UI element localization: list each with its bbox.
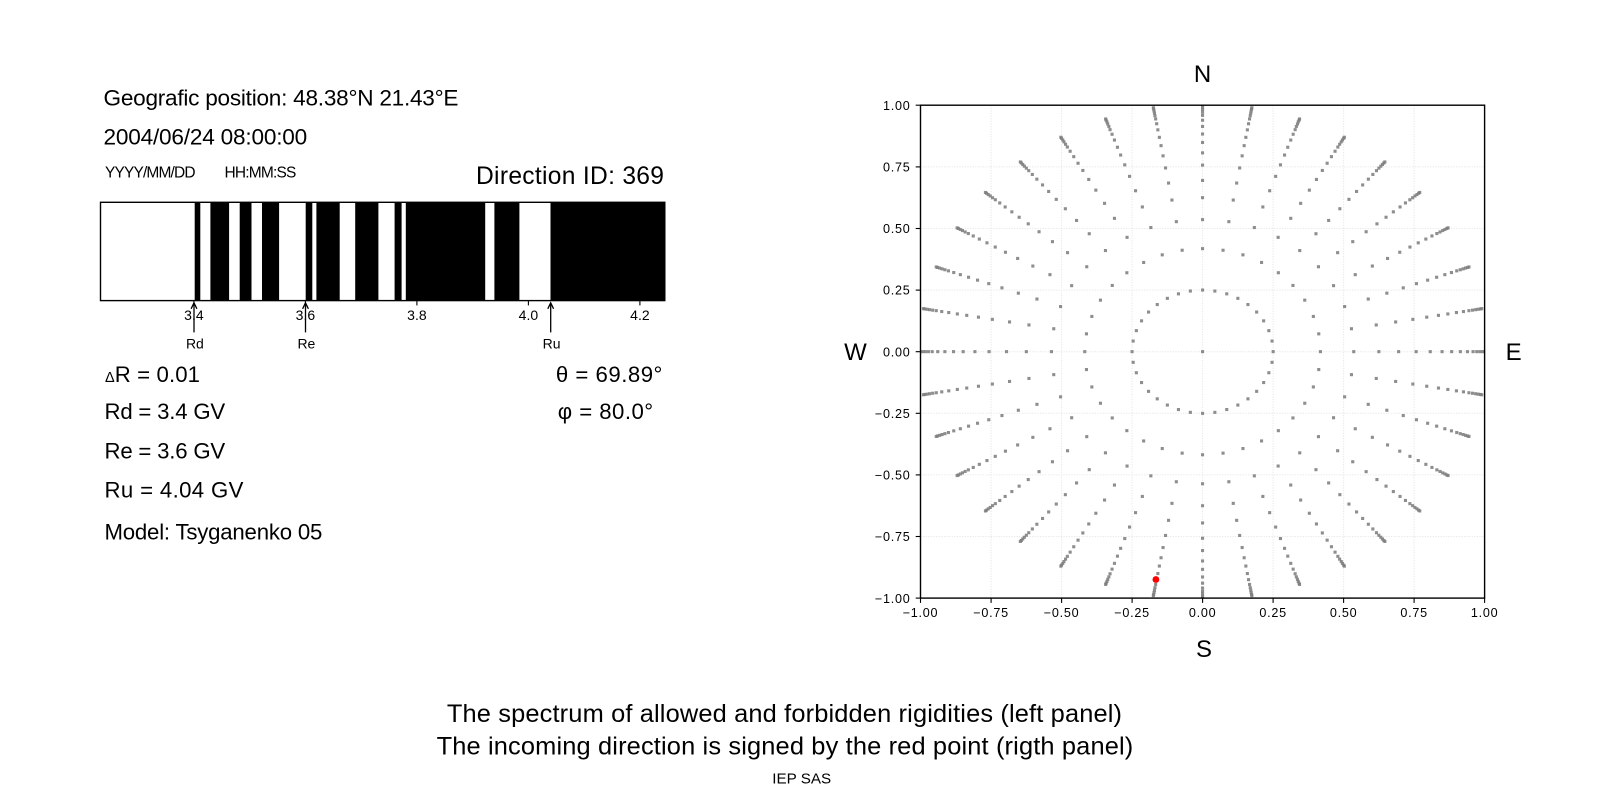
- svg-text:0.25: 0.25: [883, 284, 911, 298]
- svg-text:0.75: 0.75: [1400, 606, 1428, 620]
- svg-text:0.00: 0.00: [1189, 606, 1217, 620]
- svg-text:Rd: Rd: [186, 336, 204, 352]
- svg-text:N: N: [1194, 61, 1211, 88]
- svg-text:S: S: [1196, 636, 1212, 663]
- svg-text:3.8: 3.8: [407, 307, 427, 323]
- svg-text:0.50: 0.50: [883, 222, 911, 236]
- svg-text:−0.50: −0.50: [875, 469, 911, 483]
- svg-text:Geografic position: 48.38°N 21: Geografic position: 48.38°N 21.43°E: [104, 86, 459, 111]
- svg-text:−0.75: −0.75: [875, 530, 911, 544]
- svg-text:4.0: 4.0: [519, 307, 539, 323]
- svg-text:Direction ID: 369: Direction ID: 369: [476, 163, 664, 190]
- svg-text:The spectrum of allowed and fo: The spectrum of allowed and forbidden ri…: [447, 700, 1122, 728]
- svg-text:Ru: Ru: [543, 336, 561, 352]
- svg-text:1.00: 1.00: [883, 99, 911, 113]
- svg-text:−0.25: −0.25: [1114, 606, 1150, 620]
- svg-text:−0.75: −0.75: [973, 606, 1009, 620]
- svg-text:θ = 69.89°: θ = 69.89°: [556, 362, 663, 387]
- svg-text:Re: Re: [297, 336, 315, 352]
- svg-text:2004/06/24 08:00:00: 2004/06/24 08:00:00: [104, 125, 308, 150]
- svg-text:0.50: 0.50: [1330, 606, 1358, 620]
- svg-text:W: W: [844, 339, 867, 366]
- svg-text:−0.25: −0.25: [875, 407, 911, 421]
- svg-text:ΔR = 0.01: ΔR = 0.01: [105, 362, 200, 387]
- svg-text:0.25: 0.25: [1259, 606, 1287, 620]
- svg-text:IEP SAS: IEP SAS: [772, 771, 831, 788]
- svg-text:Ru = 4.04 GV: Ru = 4.04 GV: [105, 478, 244, 503]
- svg-text:0.00: 0.00: [883, 345, 911, 359]
- svg-text:The incoming direction is sign: The incoming direction is signed by the …: [437, 733, 1134, 761]
- svg-text:0.75: 0.75: [883, 161, 911, 175]
- svg-text:Rd = 3.4 GV: Rd = 3.4 GV: [105, 399, 226, 424]
- svg-text:−1.00: −1.00: [875, 592, 911, 606]
- svg-text:HH:MM:SS: HH:MM:SS: [225, 164, 297, 181]
- svg-text:1.00: 1.00: [1471, 606, 1499, 620]
- svg-text:YYYY/MM/DD: YYYY/MM/DD: [105, 164, 195, 181]
- svg-text:4.2: 4.2: [630, 307, 650, 323]
- svg-text:φ = 80.0°: φ = 80.0°: [558, 399, 654, 424]
- svg-text:−1.00: −1.00: [903, 606, 939, 620]
- svg-text:−0.50: −0.50: [1044, 606, 1080, 620]
- svg-text:E: E: [1506, 339, 1522, 366]
- svg-text:Model: Tsyganenko 05: Model: Tsyganenko 05: [105, 520, 323, 545]
- svg-text:Re = 3.6 GV: Re = 3.6 GV: [105, 439, 226, 464]
